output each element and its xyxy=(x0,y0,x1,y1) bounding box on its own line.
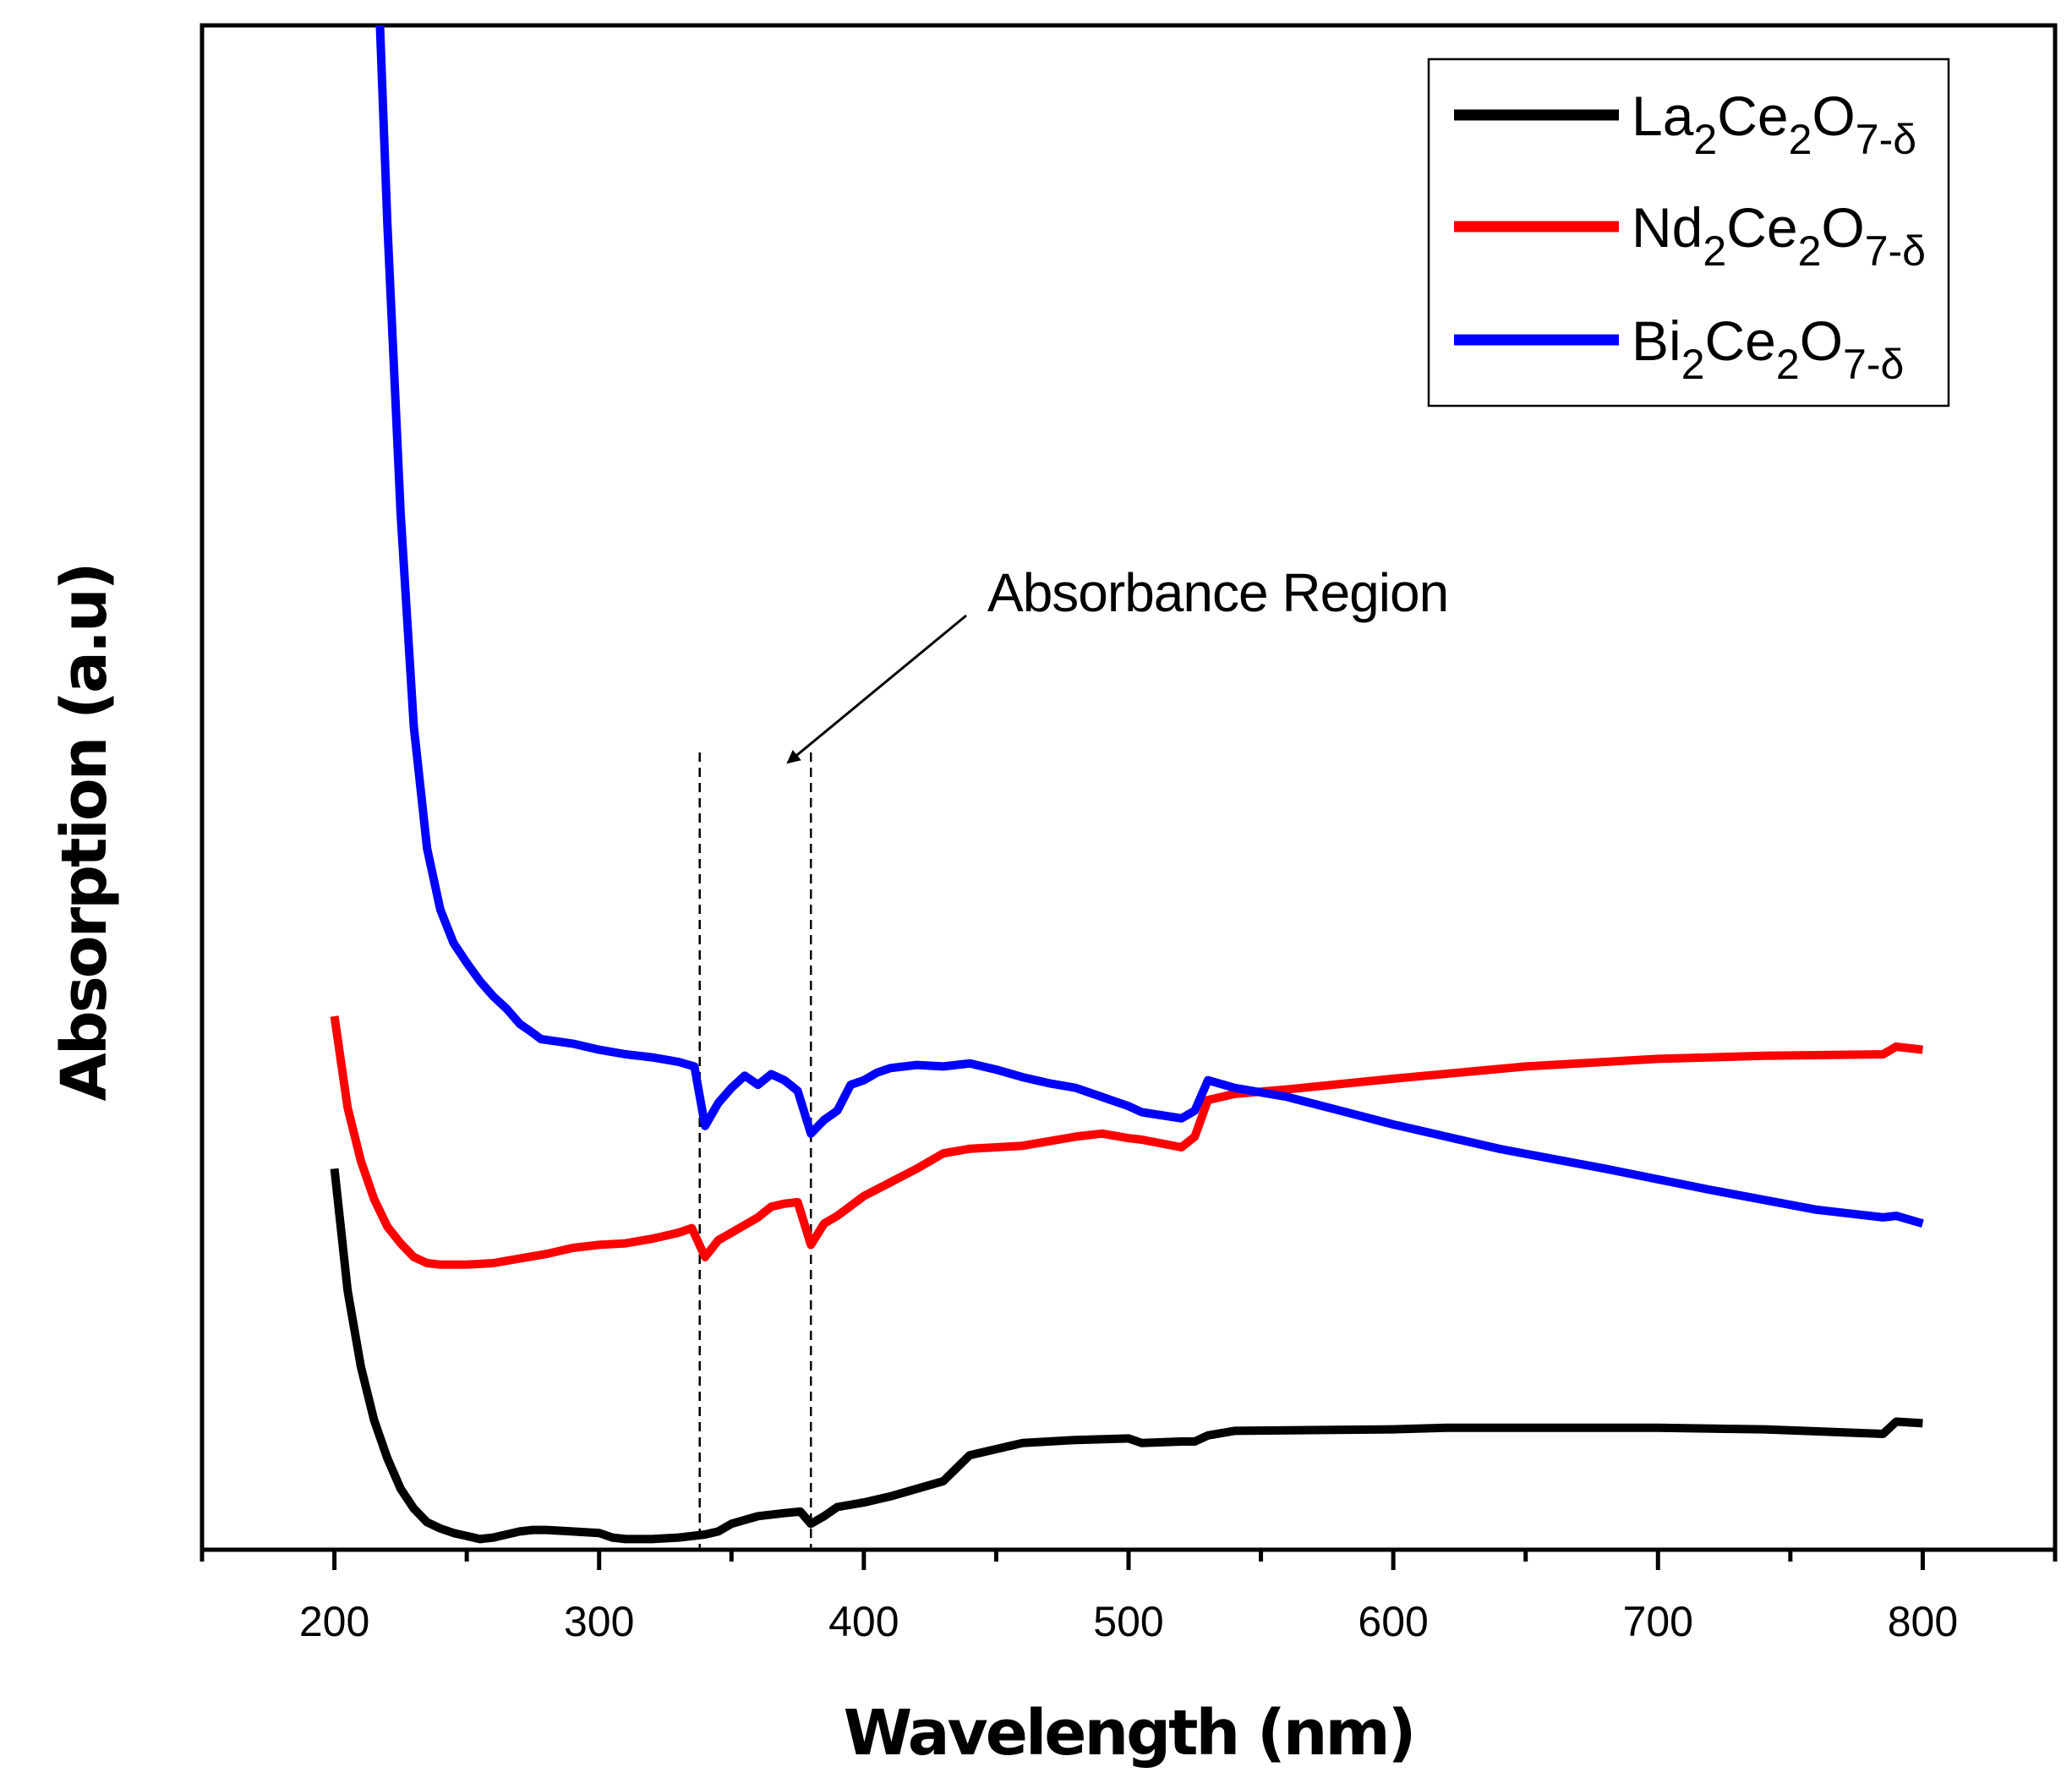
legend-label-bi: Bi2Ce2O7-δ xyxy=(1632,309,1904,388)
x-tick-label: 800 xyxy=(1888,1598,1958,1645)
series-line-nd2ce2o7 xyxy=(330,1015,1923,1269)
series-line-la2ce2o7 xyxy=(330,1168,1923,1544)
legend-label-la: La2Ce2O7-δ xyxy=(1632,85,1916,163)
x-tick-label: 700 xyxy=(1623,1598,1693,1645)
x-axis-ticks: 200 300 400 500 600 700 800 xyxy=(200,1550,2058,1645)
x-axis-title: Wavelength (nm) xyxy=(844,1697,1414,1770)
x-tick-label: 300 xyxy=(564,1598,634,1645)
series-line-bi2ce2o7 xyxy=(375,25,1924,1228)
series-layer xyxy=(330,25,1924,1544)
legend-item-nd: Nd2Ce2O7-δ xyxy=(1454,196,1926,275)
x-tick-label: 200 xyxy=(299,1598,369,1645)
legend-item-la: La2Ce2O7-δ xyxy=(1454,85,1916,163)
x-tick-label: 600 xyxy=(1358,1598,1428,1645)
legend-item-bi: Bi2Ce2O7-δ xyxy=(1454,309,1904,388)
annotation-text: Absorbance Region xyxy=(987,562,1448,623)
y-axis-title: Absorption (a.u) xyxy=(48,565,121,1102)
x-tick-label: 400 xyxy=(828,1598,899,1645)
annotation-arrow xyxy=(786,614,967,764)
legend-label-nd: Nd2Ce2O7-δ xyxy=(1632,196,1926,275)
x-tick-label: 500 xyxy=(1093,1598,1163,1645)
